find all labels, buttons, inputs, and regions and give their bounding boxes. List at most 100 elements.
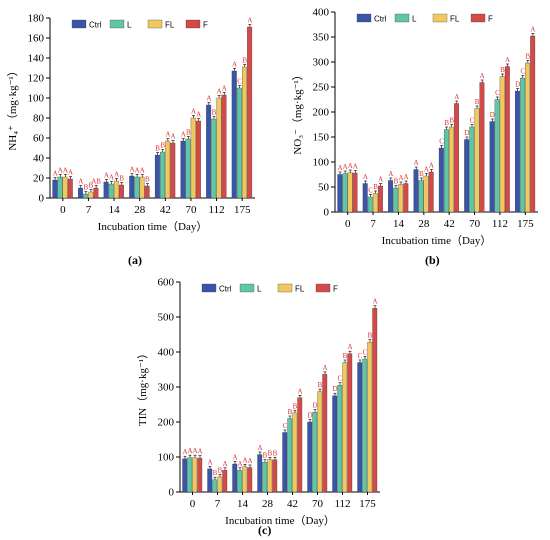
bar-l [367, 196, 373, 213]
x-tick-label: 7 [215, 498, 221, 510]
x-tick-label: 175 [359, 498, 376, 510]
caption-c: (c) [258, 523, 272, 537]
significance-letter: A [68, 169, 73, 177]
bar-ctrl [206, 104, 212, 199]
x-tick-label: 42 [287, 498, 298, 510]
significance-letter: A [222, 85, 227, 93]
y-tick-label: 180 [28, 13, 45, 25]
y-tick-label: 80 [33, 113, 45, 125]
significance-letter: A [232, 61, 237, 69]
x-tick-label: 7 [86, 204, 92, 216]
significance-letter: A [429, 162, 434, 170]
x-axis-title: Incubation time（Day） [98, 220, 208, 233]
bar-l [342, 173, 348, 213]
bar-ctrl [515, 90, 520, 213]
legend-swatch-fl [277, 283, 293, 293]
x-tick-label: 70 [312, 498, 324, 510]
significance-letter: A [170, 133, 175, 141]
bar-f [272, 459, 278, 493]
caption-a: (a) [128, 253, 142, 267]
y-tick-label: 100 [158, 452, 175, 464]
significance-letter: B [84, 184, 89, 192]
bar-l [237, 470, 243, 493]
x-tick-label: 42 [444, 218, 455, 230]
significance-letter: B [475, 98, 480, 106]
significance-letter: B [186, 129, 191, 137]
x-tick-label: 70 [469, 218, 481, 230]
bar-ctrl [180, 140, 186, 199]
significance-letter: B [212, 109, 217, 117]
significance-letter: A [505, 56, 510, 64]
x-tick-label: 28 [262, 498, 274, 510]
bar-f [479, 82, 485, 213]
bar-fl [192, 457, 198, 493]
x-tick-label: 175 [517, 218, 534, 230]
panel-c: 0 100 200 300 400 500 600 0 7 14 28 42 70 112 175 A A A A C… [135, 270, 410, 540]
bar-l [362, 358, 368, 493]
significance-letter: D [464, 129, 469, 137]
significance-letter: A [424, 166, 429, 174]
significance-letter: A [104, 172, 109, 180]
bar-l [108, 183, 114, 199]
legend-label: L [412, 15, 417, 24]
legend-label: F [333, 285, 338, 294]
bar-l [393, 187, 399, 213]
bar-fl [499, 76, 505, 213]
significance-letter: A [197, 448, 202, 456]
significance-letter: D [332, 385, 337, 393]
significance-letter: A [322, 364, 327, 372]
significance-letter: A [63, 167, 68, 175]
bar-f [403, 183, 409, 213]
bar-l [520, 77, 525, 213]
legend-swatch-fl [147, 19, 163, 29]
significance-letter: AB [91, 178, 101, 186]
bar-l [57, 176, 63, 199]
bar-l [160, 151, 165, 199]
bar-ctrl [129, 175, 135, 199]
x-tick-label: 42 [160, 204, 171, 216]
legend-swatch-ctrl [71, 19, 87, 29]
bar-f [247, 26, 253, 199]
bar-fl [216, 97, 222, 199]
bar-l [134, 176, 140, 199]
significance-letter: A [53, 170, 58, 178]
bar-f [195, 120, 201, 199]
x-tick-label: 0 [345, 218, 351, 230]
x-tick-label: 112 [492, 218, 508, 230]
significance-letter: A [232, 453, 237, 461]
bar-ctrl [332, 395, 338, 493]
legend-swatch-l [239, 283, 255, 293]
bar-fl [62, 176, 68, 199]
x-axis-title: Incubation time（Day） [225, 514, 335, 527]
y-tick-label: 140 [28, 53, 45, 65]
significance-letter: B [160, 142, 165, 150]
bar-fl [190, 117, 196, 199]
legend-label: FL [165, 21, 175, 30]
y-tick-label: 100 [28, 93, 45, 105]
y-tick-label: 120 [28, 73, 45, 85]
significance-letter: A [206, 95, 211, 103]
x-tick-label: 112 [334, 498, 350, 510]
significance-letter: A [398, 174, 403, 182]
significance-letter: B [119, 175, 124, 183]
significance-letter: D [515, 81, 520, 89]
significance-letter: A [343, 163, 348, 171]
significance-letter: C [439, 138, 444, 146]
bar-ctrl [357, 362, 363, 493]
bar-ctrl [231, 70, 237, 199]
legend-swatch-f [315, 283, 331, 293]
significance-letter: A [348, 162, 353, 170]
x-tick-label: 7 [370, 218, 376, 230]
bar-ctrl [282, 432, 288, 493]
bar-f [454, 103, 459, 213]
significance-letter: A [338, 164, 343, 172]
bar-ctrl [78, 187, 83, 199]
significance-letter: C [363, 348, 368, 356]
y-tick-label: 150 [313, 132, 330, 144]
significance-letter: A [347, 343, 352, 351]
significance-letter: B [155, 145, 160, 153]
significance-letter: A [404, 173, 409, 181]
x-tick-label: 14 [109, 204, 121, 216]
significance-letter: A [353, 163, 358, 171]
